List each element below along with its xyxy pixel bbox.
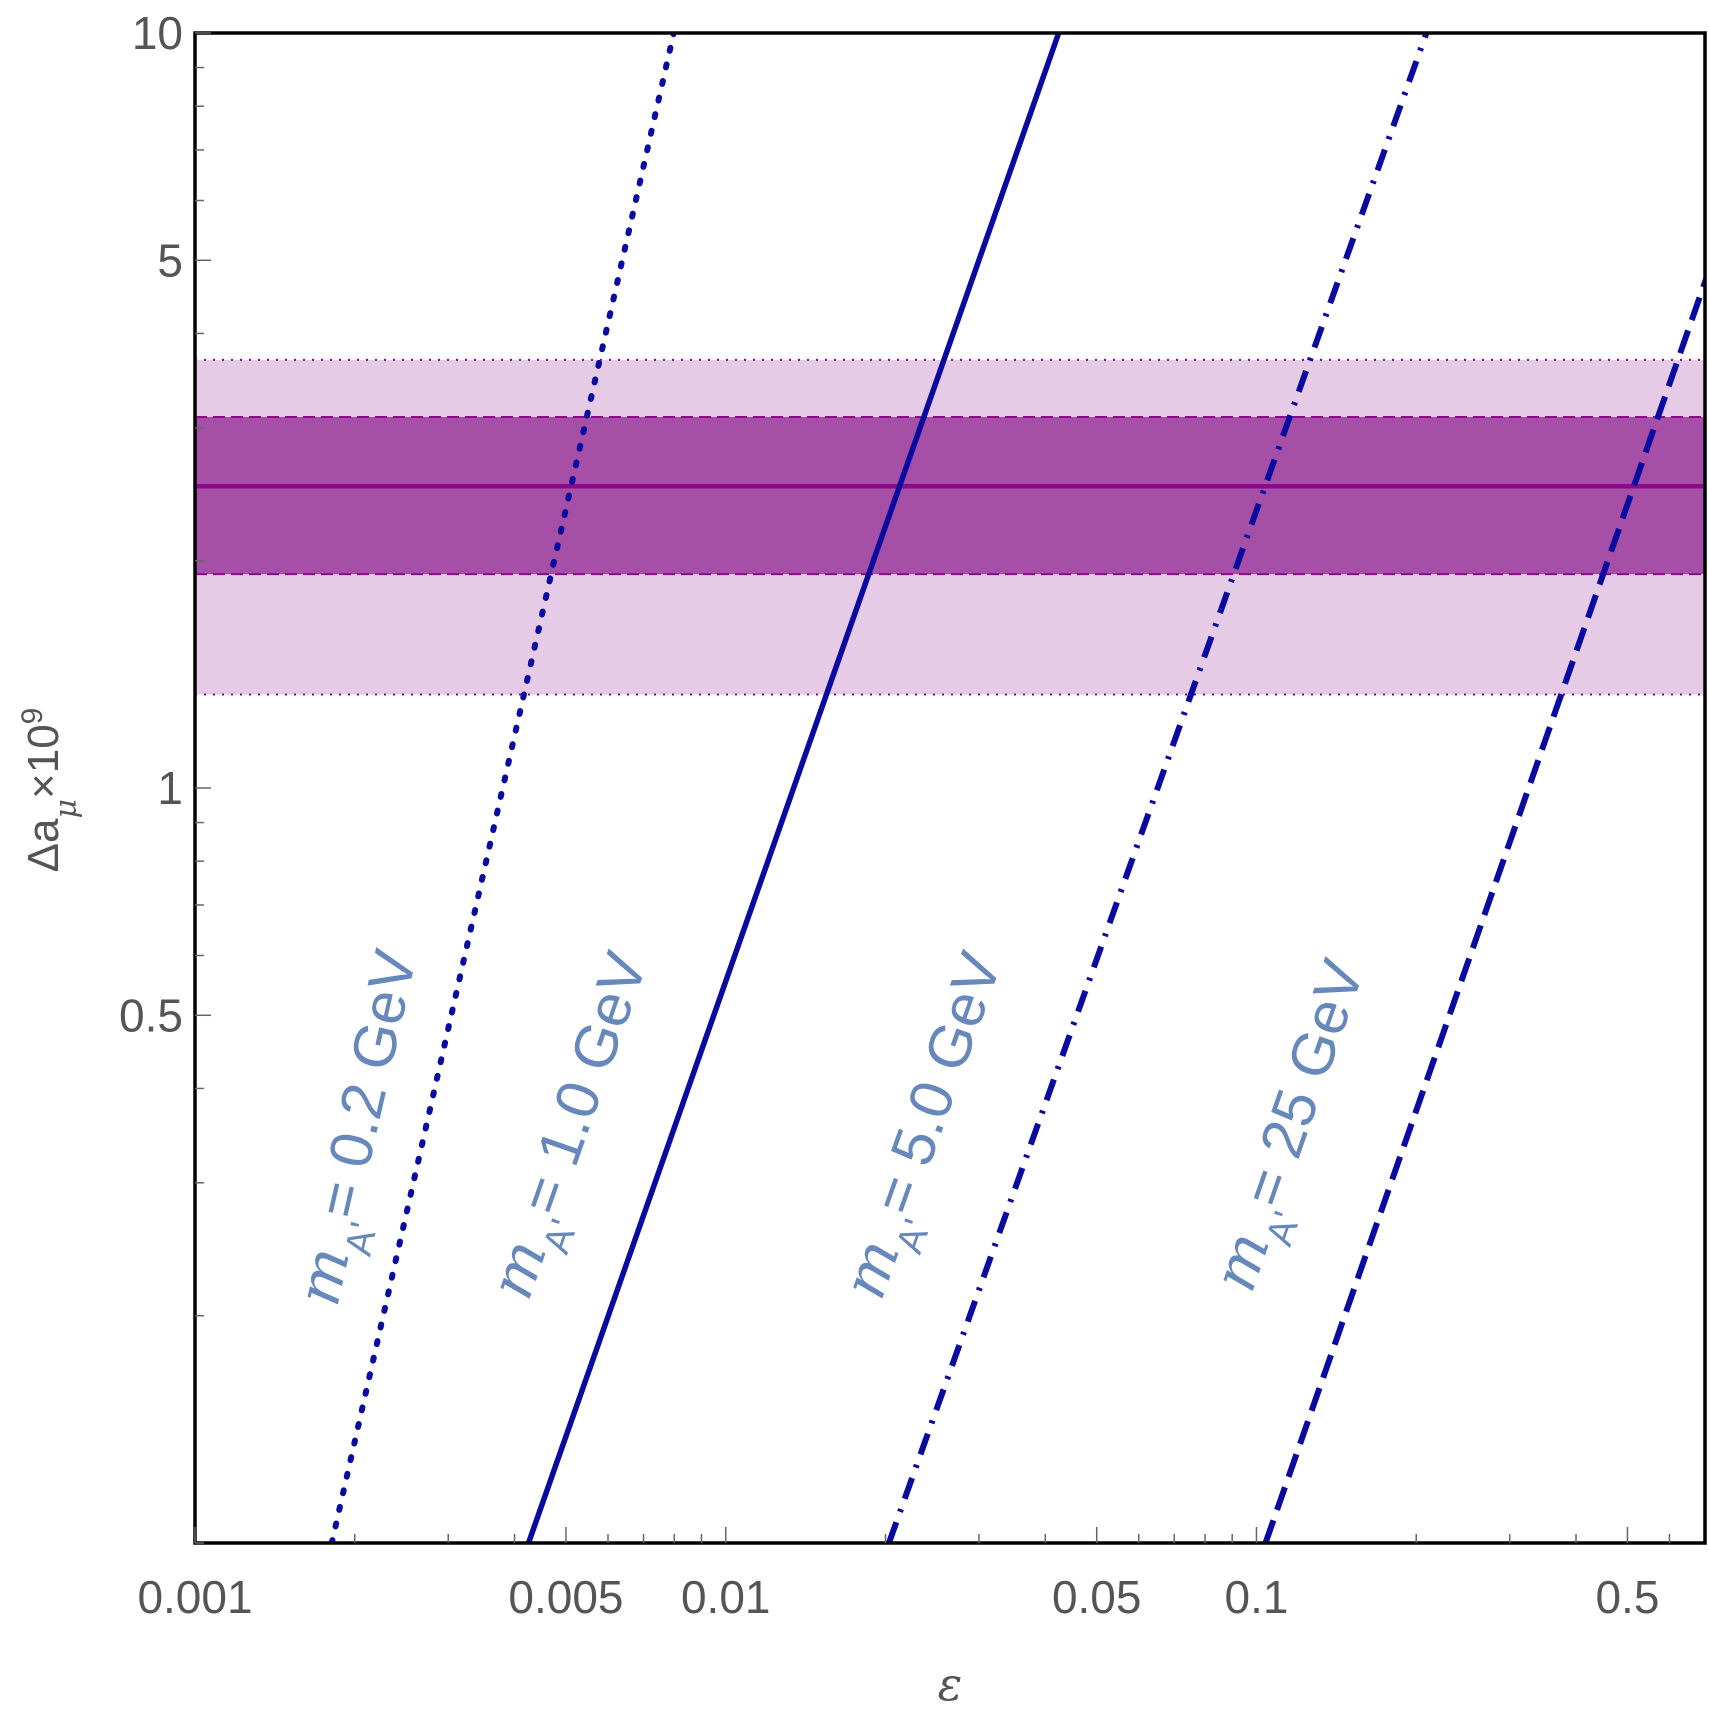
series-label-1: mA'= 1.0 GeV [476,944,676,1313]
x-tick-label-3: 0.05 [1052,1571,1142,1623]
x-tick-label-4: 0.1 [1224,1571,1288,1623]
y-axis-title: Δaμ×109 [16,708,84,873]
y-axis: 10 5 1 0.5 [119,7,211,1544]
series-label-0: mA'= 0.2 GeV [283,944,446,1315]
series-layer [328,33,1705,1543]
y-tick-label-0: 10 [132,7,183,59]
y-tick-label-1: 5 [157,234,183,286]
x-axis-title: ε [938,1657,963,1709]
series-label-3: mA'= 25 GeV [1199,951,1393,1304]
y-tick-label-2: 1 [157,762,183,814]
x-tick-label-5: 0.5 [1595,1571,1659,1623]
plot-frame [193,31,1707,1545]
series-line-1 [525,33,1062,1543]
x-tick-label-2: 0.01 [681,1571,771,1623]
series-line-2 [886,33,1430,1543]
x-tick-label-1: 0.005 [508,1571,623,1623]
series-line-0 [328,33,677,1543]
band-inner [195,417,1705,575]
band-layer [195,358,1705,696]
series-line-3 [1262,272,1705,1543]
y-tick-label-3: 0.5 [119,989,183,1041]
x-axis: 0.001 0.005 0.01 0.05 0.1 0.5 [137,1527,1671,1623]
series-label-2: mA'= 5.0 GeV [829,944,1030,1313]
x-tick-label-0: 0.001 [137,1571,252,1623]
